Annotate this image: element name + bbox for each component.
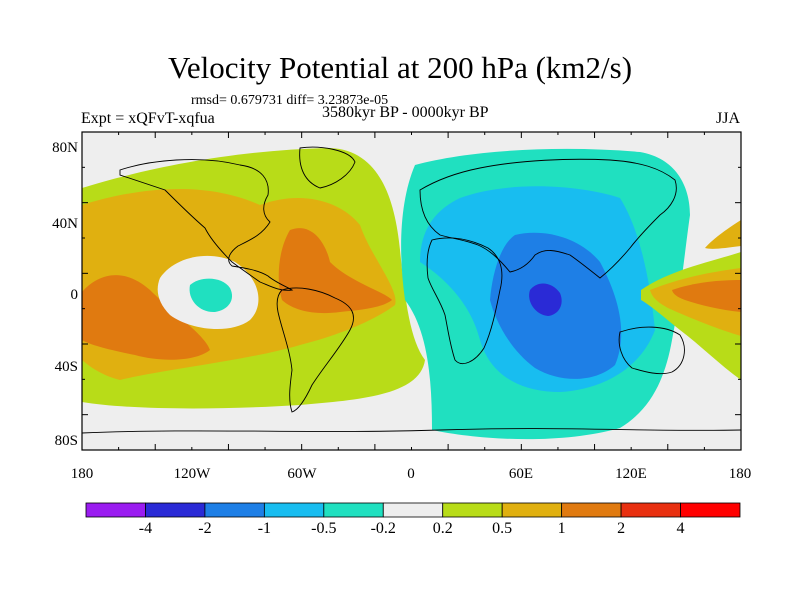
period-label: 3580kyr BP - 0000kyr BP	[322, 104, 489, 121]
coast-australia	[618, 326, 685, 375]
lon-label-180w: 180	[70, 466, 94, 482]
colorbar-label: 1	[557, 520, 566, 537]
lat-label-80N: 80N	[52, 140, 78, 156]
chart-title: Velocity Potential at 200 hPa (km2/s)	[167, 50, 633, 85]
contour-pos-1	[82, 275, 210, 360]
colorbar-label: 0.2	[432, 520, 453, 537]
lon-label-60e: 60E	[508, 466, 534, 482]
contour-neg-pacific	[189, 278, 233, 313]
lat-label-40N: 40N	[52, 216, 78, 232]
colorbar-label: -1	[257, 520, 272, 537]
coast-south-america	[276, 287, 354, 413]
colorbar-swatch	[680, 502, 741, 518]
experiment-label: Expt = xQFvT-xqfua	[81, 110, 215, 127]
lat-label-40S: 40S	[54, 359, 78, 375]
axis-ticks	[81, 131, 742, 451]
colorbar-swatch	[263, 502, 325, 518]
colorbar-swatch	[442, 502, 503, 518]
colorbar-swatch	[323, 502, 384, 518]
season-label: JJA	[716, 110, 741, 127]
colorbar-swatch	[382, 502, 444, 518]
colorbar-label: -0.5	[311, 520, 337, 537]
colorbar-label: -4	[138, 520, 153, 537]
colorbar	[85, 502, 741, 518]
lat-label-0: 0	[70, 287, 79, 303]
colorbar-label: 2	[617, 520, 626, 537]
coast-antarctica	[82, 428, 741, 434]
colorbar-swatch	[620, 502, 681, 518]
colorbar-swatch	[501, 502, 563, 518]
colorbar-swatch	[204, 502, 265, 518]
coast-europe-asia	[419, 158, 677, 279]
colorbar-label: 0.5	[492, 520, 513, 537]
lon-label-120w: 120W	[173, 466, 211, 482]
lon-label-120e: 120E	[615, 466, 647, 482]
contour-pos-1-atl	[278, 228, 392, 314]
colorbar-label: -2	[198, 520, 212, 537]
contour-pos-east-1	[672, 280, 741, 312]
colorbar-swatch	[561, 502, 622, 518]
contour-neg-2	[529, 283, 562, 316]
contour-fields	[82, 146, 741, 440]
coast-africa	[426, 237, 503, 364]
lon-label-0: 0	[407, 466, 415, 482]
stats-text: rmsd= 0.679731 diff= 3.23873e-05	[191, 93, 389, 108]
colorbar-label: -0.2	[370, 520, 396, 537]
coast-greenland	[299, 146, 356, 189]
coastlines	[82, 146, 741, 434]
lon-label-180e: 180	[728, 466, 752, 482]
colorbar-swatch	[145, 502, 206, 518]
lon-label-60w: 60W	[287, 466, 317, 482]
contour-pos-east-corner	[705, 220, 741, 249]
colorbar-swatch	[85, 502, 146, 518]
colorbar-label: 4	[676, 520, 685, 537]
coast-north-america	[119, 159, 294, 291]
lat-label-80S: 80S	[54, 433, 78, 449]
